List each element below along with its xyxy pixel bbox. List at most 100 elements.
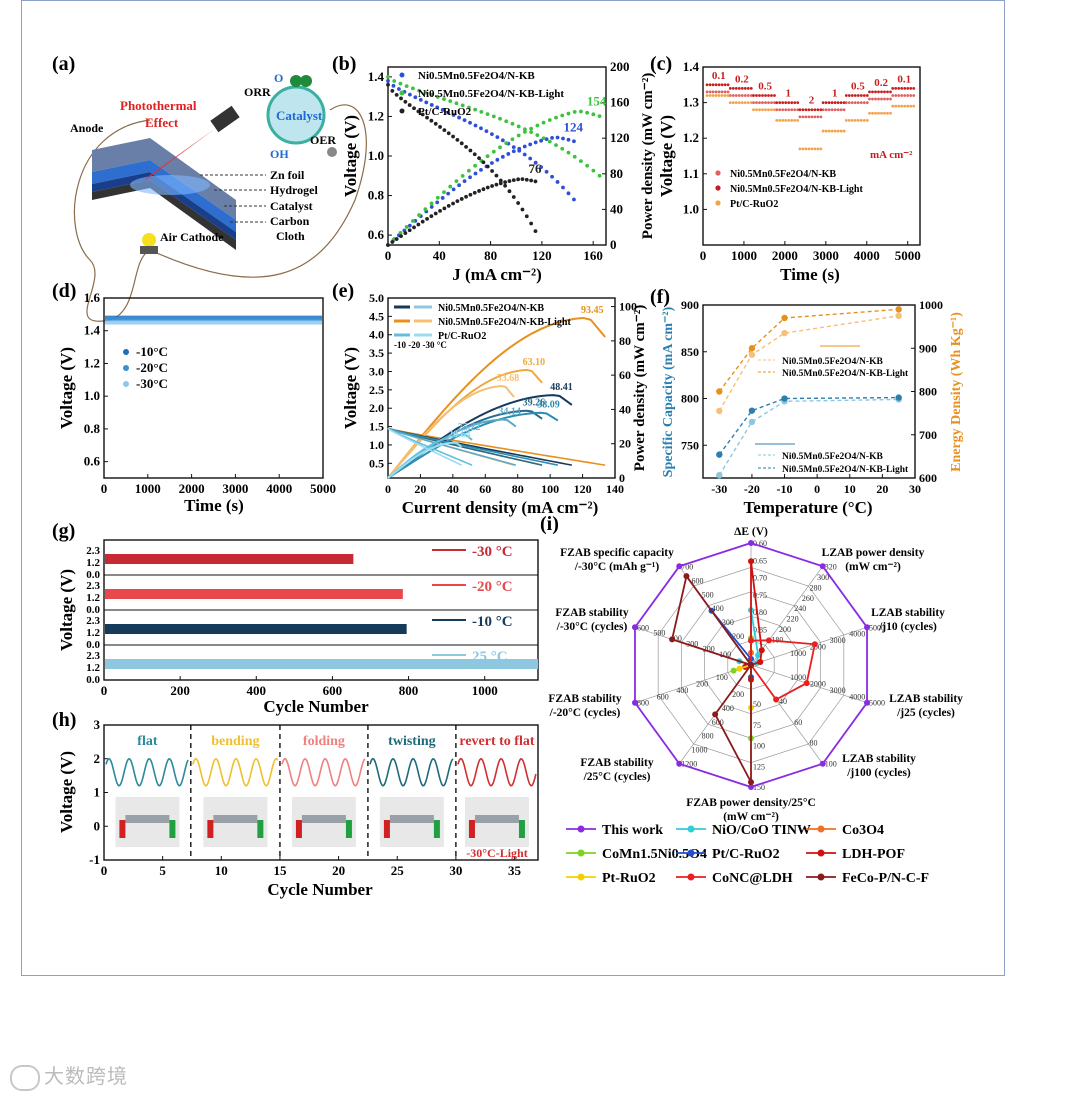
b-voltage-point <box>498 178 503 183</box>
c-y-tick-label: 1.4 <box>683 59 700 74</box>
c-data-point <box>752 108 755 112</box>
b-power-point <box>438 208 442 213</box>
b-y2-tick-label: 40 <box>610 201 623 216</box>
i-series-point <box>819 760 826 767</box>
i-legend-marker <box>817 873 825 881</box>
i-series-point <box>748 637 754 644</box>
b-power-point <box>539 138 544 143</box>
c-data-point <box>833 129 837 133</box>
c-data-point <box>778 101 782 104</box>
g-y-tick-label: 2.3 <box>86 615 100 627</box>
e-legend-text: Ni0.5Mn0.5Fe2O4/N-KB-Light <box>438 317 571 328</box>
i-legend-marker <box>577 825 585 833</box>
c-data-point <box>821 101 825 104</box>
d-plot-frame <box>103 297 324 479</box>
g-legend-text: -10 °C <box>472 614 513 630</box>
b-legend-marker <box>399 90 405 96</box>
b-power-point <box>528 142 533 147</box>
c-data-point <box>874 111 877 115</box>
e-y-tick-label: 3.5 <box>369 346 384 360</box>
f-series-point <box>748 351 756 358</box>
c-data-point <box>850 101 854 104</box>
c-data-point <box>877 97 880 101</box>
b-y2-tick-label: 80 <box>610 166 623 181</box>
f-legend-bottom-text: Ni0.5Mn0.5Fe2O4/N-KB-Light <box>782 465 909 475</box>
c-data-point <box>850 94 854 97</box>
i-legend-marker <box>687 825 695 833</box>
c-legend-text: Pt/C-RuO2 <box>730 199 778 210</box>
c-data-point <box>770 101 773 104</box>
c-data-point <box>844 94 848 97</box>
h-voltage-trace <box>281 757 366 787</box>
b-power-point <box>554 115 558 120</box>
d-y-tick-label: 0.8 <box>84 421 101 436</box>
c-plot-frame <box>702 66 921 246</box>
b-peak-label: 76 <box>528 161 542 176</box>
e-x-label: Current density (mA cm⁻²) <box>402 498 598 517</box>
c-data-point <box>740 86 744 90</box>
b-power-point <box>520 177 525 182</box>
b-power-point <box>412 225 416 230</box>
b-voltage-point <box>572 154 577 159</box>
b-power-point <box>490 184 494 188</box>
b-power-point <box>417 213 422 217</box>
e-y2-tick-label: 80 <box>619 334 631 348</box>
b-power-point <box>485 185 490 190</box>
b-voltage-point <box>529 221 534 226</box>
c-data-point <box>880 111 883 115</box>
d-y-tick-label: 1.2 <box>84 355 100 370</box>
b-voltage-point <box>503 183 508 188</box>
b-voltage-point <box>462 118 467 123</box>
i-axis-tick-label: 4000 <box>849 692 865 701</box>
e-peak-label: 38.09 <box>537 400 560 411</box>
c-data-point <box>767 94 770 97</box>
c-data-point <box>856 101 860 104</box>
b-power-point <box>442 206 447 211</box>
b-power-point <box>506 152 511 156</box>
f-series-point <box>748 407 756 414</box>
i-axis-label: ΔE (V) <box>734 526 768 538</box>
e-peak-label: 25.22 <box>458 422 481 433</box>
b-power-point <box>510 137 515 142</box>
c-data-point <box>839 101 843 104</box>
i-axis-tick-label: 2000 <box>810 679 826 688</box>
c-data-point <box>740 101 744 104</box>
c-data-point <box>717 90 721 94</box>
c-data-point <box>711 83 715 87</box>
b-voltage-point <box>407 103 412 107</box>
panel-label-a: (a) <box>52 53 75 75</box>
b-voltage-point <box>386 74 390 79</box>
i-axis-tick-label: 300 <box>722 618 734 627</box>
i-axis-tick-label: 320 <box>825 562 837 571</box>
i-axis-tick-label: 700 <box>681 562 693 571</box>
f-y2-tick-label: 900 <box>919 341 937 355</box>
i-axis-tick-label: 0.65 <box>753 556 767 565</box>
b-voltage-point <box>511 195 516 199</box>
c-data-point <box>842 108 846 112</box>
c-data-point <box>813 115 817 119</box>
b-power-point <box>494 182 499 187</box>
b-power-point <box>561 136 565 141</box>
i-axis-tick-label: 80 <box>809 739 817 748</box>
c-data-point <box>728 94 732 97</box>
i-series-point <box>811 641 818 648</box>
o2-molecule-a <box>290 75 302 87</box>
c-data-point <box>737 94 741 97</box>
panel-e-discharge: (e) 0 20 40 60 80 100 120 140 0.5 1.0 1.5 2.0 2.5 3.0 3… <box>332 280 648 517</box>
d-x-label: Time (s) <box>184 496 244 515</box>
c-legend-text: Ni0.5Mn0.5Fe2O4/N-KB <box>730 169 836 180</box>
b-y-tick-label: 0.6 <box>368 227 385 242</box>
cloth-text: Cloth <box>276 229 305 243</box>
g-y-tick-label: 2.3 <box>86 545 100 557</box>
d-y-tick-label: 0.6 <box>84 454 101 469</box>
c-data-point <box>793 101 797 104</box>
c-data-point <box>844 119 848 122</box>
c-data-point <box>842 101 846 104</box>
b-legend-text: Ni0.5Mn0.5Fe2O4/N-KB-Light <box>418 88 564 100</box>
b-power-point <box>407 223 412 228</box>
c-data-point <box>787 101 791 104</box>
c-data-point <box>842 129 846 133</box>
i-series-point <box>748 779 754 786</box>
b-power-point <box>429 201 434 206</box>
e-legend-text: Pt/C-RuO2 <box>438 331 486 342</box>
